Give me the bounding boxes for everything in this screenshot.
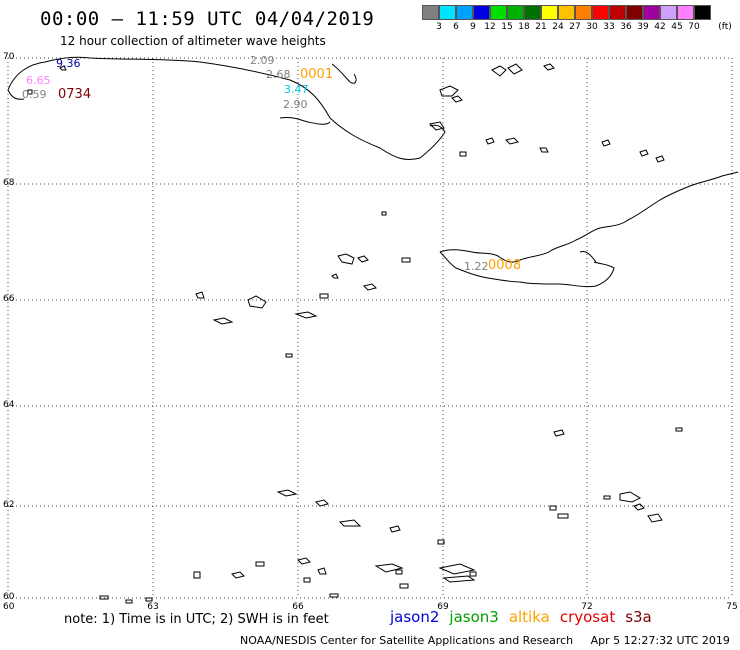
satellite-altika: altika bbox=[508, 608, 550, 626]
footer-timestamp: Apr 5 12:27:32 UTC 2019 bbox=[590, 634, 730, 647]
wave-height-label: 2.09 bbox=[250, 54, 275, 67]
colorbar-label: 3 bbox=[436, 22, 442, 32]
map-title: 00:00 – 11:59 UTC 04/04/2019 bbox=[40, 8, 375, 30]
islands bbox=[27, 63, 683, 604]
colorbar-label: 12 bbox=[484, 22, 496, 32]
colorbar-swatch bbox=[677, 5, 694, 20]
satellite-s3a: s3a bbox=[625, 608, 652, 626]
lon-label: 66 bbox=[292, 602, 304, 610]
colorbar-label: 39 bbox=[637, 22, 649, 32]
colorbar-label: 27 bbox=[569, 22, 581, 32]
map-grid bbox=[7, 57, 733, 599]
lat-label: 62 bbox=[3, 500, 14, 510]
lat-label: 66 bbox=[3, 294, 15, 304]
satellite-cryosat: cryosat bbox=[559, 608, 616, 626]
colorbar-label: 21 bbox=[535, 22, 547, 32]
wave-height-label: 0.59 bbox=[22, 88, 47, 101]
wave-height-label: 3.47 bbox=[284, 83, 309, 96]
wave-height-label: 9.36 bbox=[56, 57, 81, 70]
lat-label: 60 bbox=[3, 592, 15, 602]
lat-label: 68 bbox=[3, 178, 15, 188]
wave-height-label: 0008 bbox=[488, 258, 521, 273]
colorbar-label: 70 bbox=[688, 22, 700, 32]
colorbar-label: 33 bbox=[603, 22, 615, 32]
lon-label: 69 bbox=[437, 602, 449, 610]
footer-credit: NOAA/NESDIS Center for Satellite Applica… bbox=[240, 634, 574, 647]
colorbar-swatch bbox=[575, 5, 592, 20]
satellite-jason2: jason2 bbox=[390, 608, 440, 626]
axis-labels: 70 68 66 64 62 60 63 66 69 72 75 60 bbox=[3, 52, 738, 610]
satellite-legend: jason2 jason3 altika cryosat s3a bbox=[390, 608, 662, 626]
colorbar-swatch bbox=[507, 5, 524, 20]
wave-height-map: 70 68 66 64 62 60 63 66 69 72 75 60 9.36 6.650.59 073… bbox=[3, 52, 739, 610]
colorbar-label: 15 bbox=[501, 22, 513, 32]
colorbar-unit: (ft) bbox=[718, 22, 732, 32]
wave-height-label: 0734 bbox=[58, 87, 91, 102]
colorbar-swatch bbox=[626, 5, 643, 20]
wave-height-label: 1.22 bbox=[464, 260, 489, 273]
colorbar-swatch bbox=[422, 5, 439, 20]
footer: NOAA/NESDIS Center for Satellite Applica… bbox=[240, 634, 740, 647]
colorbar-label: 30 bbox=[586, 22, 598, 32]
colorbar bbox=[422, 5, 711, 20]
wave-height-label: 2.68 bbox=[266, 68, 291, 81]
lon-label: 63 bbox=[147, 602, 158, 610]
colorbar-swatch bbox=[524, 5, 541, 20]
coastline bbox=[7, 56, 739, 288]
colorbar-label: 45 bbox=[671, 22, 683, 32]
colorbar-swatch bbox=[439, 5, 456, 20]
wave-height-label: 2.90 bbox=[283, 98, 308, 111]
colorbar-labels: 3 6 9 12 15 18 21 24 27 30 33 36 39 42 45 70 (ft) bbox=[422, 22, 740, 36]
lat-label: 64 bbox=[3, 400, 15, 410]
colorbar-label: 42 bbox=[654, 22, 666, 32]
wave-height-label: 0001 bbox=[300, 67, 333, 82]
colorbar-swatch bbox=[592, 5, 609, 20]
colorbar-label: 9 bbox=[470, 22, 476, 32]
lon-label: 60 bbox=[3, 602, 15, 610]
colorbar-label: 18 bbox=[518, 22, 530, 32]
colorbar-label: 6 bbox=[453, 22, 459, 32]
colorbar-swatch bbox=[558, 5, 575, 20]
colorbar-swatch bbox=[660, 5, 677, 20]
colorbar-swatch bbox=[694, 5, 711, 20]
colorbar-swatch bbox=[609, 5, 626, 20]
wave-height-label: 6.65 bbox=[26, 74, 51, 87]
colorbar-swatch bbox=[456, 5, 473, 20]
colorbar-swatch bbox=[643, 5, 660, 20]
colorbar-swatch bbox=[490, 5, 507, 20]
satellite-jason3: jason3 bbox=[449, 608, 499, 626]
map-subtitle: 12 hour collection of altimeter wave hei… bbox=[60, 34, 326, 48]
colorbar-label: 24 bbox=[552, 22, 564, 32]
lon-label: 72 bbox=[581, 602, 592, 610]
colorbar-label: 36 bbox=[620, 22, 632, 32]
note-text: note: 1) Time is in UTC; 2) SWH is in fe… bbox=[64, 612, 329, 627]
lat-label: 70 bbox=[3, 52, 15, 62]
colorbar-swatch bbox=[473, 5, 490, 20]
lon-label: 75 bbox=[726, 602, 737, 610]
colorbar-swatch bbox=[541, 5, 558, 20]
